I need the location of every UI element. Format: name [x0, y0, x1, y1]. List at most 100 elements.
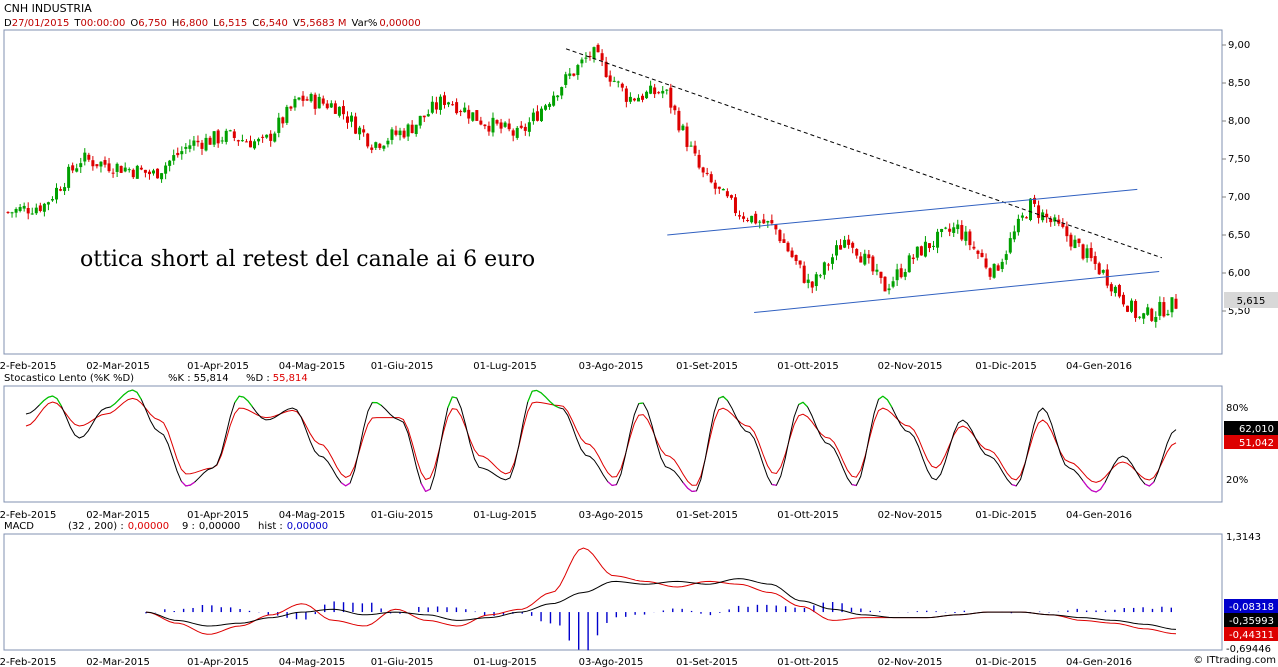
- candle: [721, 188, 725, 191]
- candle-body: [802, 265, 806, 283]
- candle: [1057, 214, 1061, 227]
- stochastic-level-label: 80%: [1226, 403, 1248, 414]
- stochastic-oversold-segment: [340, 482, 347, 487]
- candle-body: [491, 117, 495, 133]
- candle: [717, 186, 721, 194]
- candle: [30, 207, 34, 215]
- candle-body: [196, 140, 200, 143]
- stochastic-oversold-segment: [1091, 490, 1097, 493]
- candle-body: [22, 205, 26, 209]
- candle-body: [418, 115, 422, 126]
- candle: [620, 82, 624, 92]
- candle: [418, 115, 422, 129]
- candle: [818, 273, 822, 279]
- x-tick-label: 01-Lug-2015: [473, 361, 536, 372]
- candle: [556, 94, 560, 101]
- candle-body: [535, 111, 539, 121]
- candle-body: [507, 123, 511, 130]
- candle: [1033, 194, 1037, 208]
- candle-body: [156, 168, 160, 179]
- stochastic-panel-frame: [3, 385, 1223, 503]
- candle: [709, 171, 713, 184]
- candle-body: [770, 220, 774, 224]
- candle-body: [527, 122, 531, 132]
- candle: [236, 139, 240, 146]
- candle-body: [847, 239, 851, 245]
- candle-body: [192, 140, 196, 146]
- candle: [907, 253, 911, 273]
- candle-body: [1045, 213, 1049, 218]
- candle-body: [471, 112, 475, 121]
- candle-body: [863, 253, 867, 265]
- candle-body: [835, 245, 839, 256]
- candle-body: [119, 165, 123, 173]
- candle-body: [645, 91, 649, 99]
- candle-body: [164, 165, 168, 174]
- candle-body: [107, 163, 111, 172]
- chart-title: CNH INDUSTRIA: [4, 2, 92, 15]
- candle-body: [936, 231, 940, 248]
- candle-body: [1008, 238, 1012, 253]
- candle: [568, 67, 572, 80]
- stochastic-level-label: 20%: [1226, 475, 1248, 486]
- candle-body: [725, 191, 729, 197]
- candle-body: [422, 115, 426, 118]
- candle-body: [63, 187, 67, 192]
- candle-body: [430, 101, 434, 113]
- candle: [657, 91, 661, 95]
- candle-body: [1000, 261, 1004, 269]
- candle: [592, 46, 596, 63]
- candle-body: [552, 95, 556, 106]
- candle: [14, 207, 18, 218]
- candle-body: [705, 172, 709, 174]
- candle-body: [1142, 313, 1146, 319]
- stochastic-overbought-segment: [722, 395, 728, 401]
- candle-body: [378, 143, 382, 148]
- candle-body: [774, 224, 778, 230]
- x-tick-label: 04-Mag-2015: [279, 657, 346, 667]
- candle-body: [321, 98, 325, 104]
- candle: [855, 248, 859, 259]
- candle: [305, 96, 309, 102]
- candle: [1016, 214, 1020, 236]
- candle: [673, 104, 677, 115]
- candle: [151, 168, 155, 176]
- candle: [976, 249, 980, 259]
- stochastic-oversold-segment: [611, 484, 617, 487]
- candle: [584, 52, 588, 63]
- candle-body: [1154, 316, 1158, 322]
- macd-last-label: -0,35993: [1229, 616, 1274, 627]
- candle: [196, 135, 200, 147]
- candle-body: [257, 138, 261, 142]
- candle-body: [354, 116, 358, 134]
- candle: [1024, 216, 1028, 219]
- macd-last-label: -0,08318: [1229, 602, 1274, 613]
- candle: [588, 51, 592, 61]
- candle-body: [463, 107, 467, 113]
- candle: [883, 276, 887, 292]
- candle-body: [875, 269, 879, 272]
- candle: [1105, 264, 1109, 289]
- candle: [927, 243, 931, 253]
- candle: [1012, 225, 1016, 243]
- candle: [835, 240, 839, 261]
- candle: [459, 109, 463, 117]
- candle: [172, 149, 176, 165]
- candle: [641, 93, 645, 103]
- candle-body: [1037, 205, 1041, 218]
- candle: [107, 157, 111, 173]
- candle: [406, 123, 410, 141]
- macd-last-label: -0,44311: [1229, 630, 1274, 641]
- x-tick-label: 01-Lug-2015: [473, 510, 536, 521]
- candle: [337, 106, 341, 118]
- macd-title: MACD (32 , 200) :0,00000 9 :0,00000 hist :0…: [4, 521, 328, 532]
- x-tick-label: 01-Set-2015: [676, 657, 738, 667]
- x-tick-label: 04-Gen-2016: [1066, 657, 1132, 667]
- candle: [277, 112, 281, 138]
- candle: [495, 119, 499, 126]
- candle: [156, 168, 160, 179]
- candle-body: [10, 212, 14, 214]
- stochastic-oversold-segment: [1011, 483, 1017, 487]
- candle-body: [87, 154, 91, 160]
- stochastic-last-badge: [1224, 421, 1278, 435]
